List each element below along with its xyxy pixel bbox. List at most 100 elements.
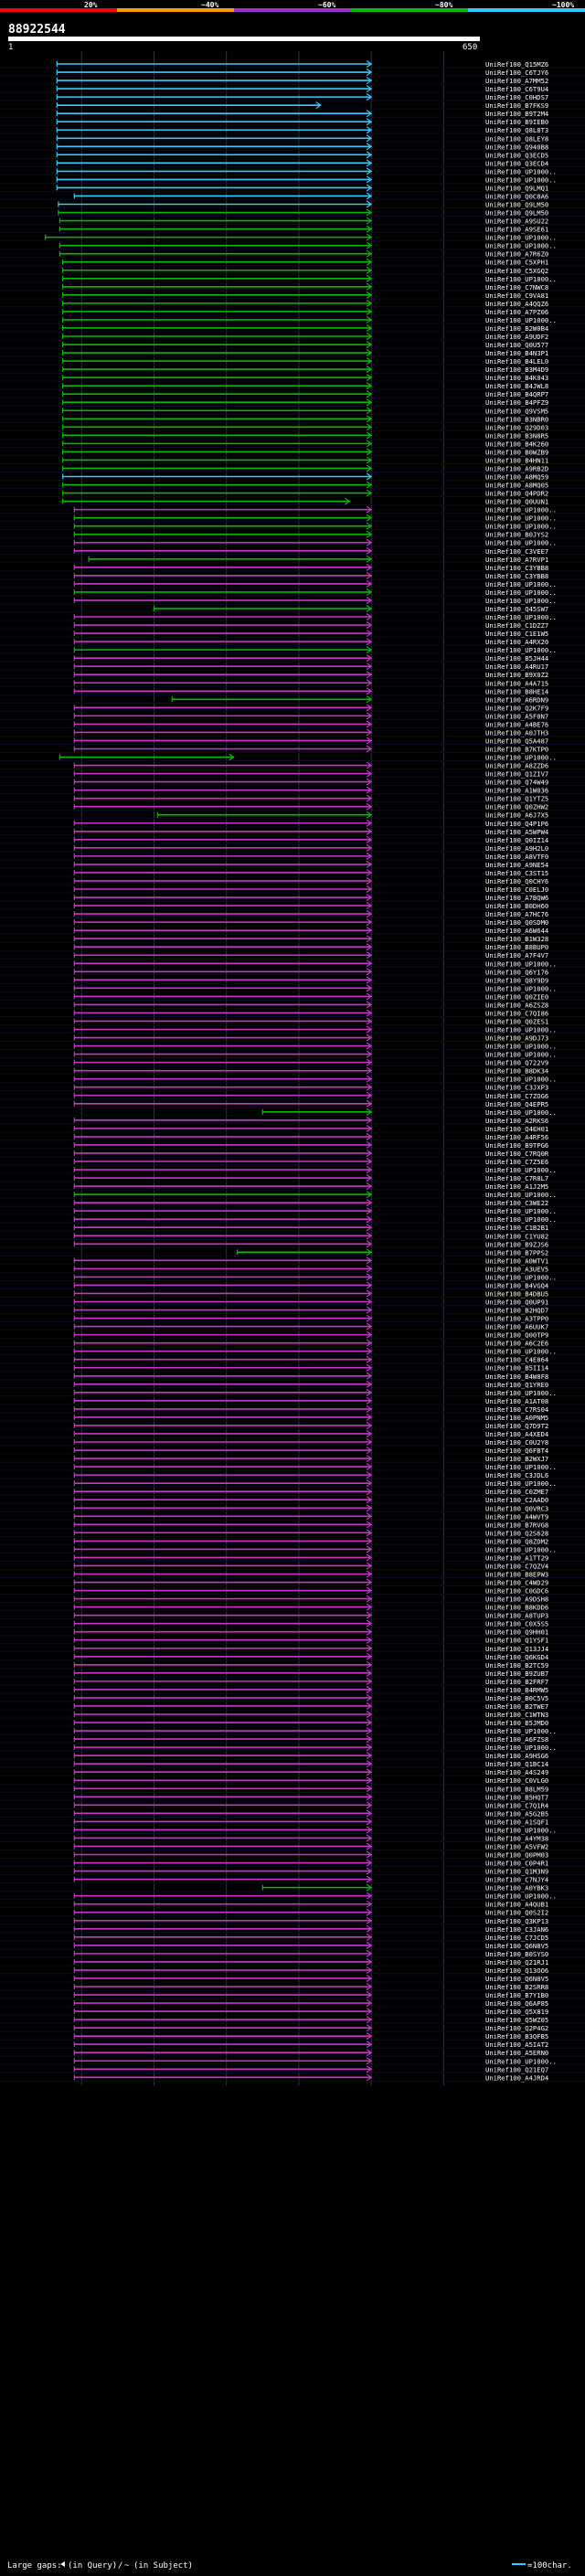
hit-label[interactable]: UniRef100_UP1000.. [485, 984, 557, 992]
hit-label[interactable]: UniRef100_A7MM52 [485, 77, 548, 85]
hit-label[interactable]: UniRef100_A4S249 [485, 1768, 548, 1776]
hit-label[interactable]: UniRef100_Q13JJ4 [485, 1645, 548, 1653]
hit-label[interactable]: UniRef100_Q21RJ1 [485, 1958, 548, 1966]
hit-label[interactable]: UniRef100_A4JRD4 [485, 2073, 548, 2082]
hit-label[interactable]: UniRef100_UP1000.. [485, 514, 557, 523]
hit-label[interactable]: UniRef100_Q1ZIV7 [485, 770, 548, 779]
hit-label[interactable]: UniRef100_C3YBB8 [485, 564, 548, 572]
hit-label[interactable]: UniRef100_A2RKS6 [485, 1117, 548, 1125]
hit-label[interactable]: UniRef100_B4N3P1 [485, 349, 548, 357]
hit-label[interactable]: UniRef100_A9HSG6 [485, 1752, 548, 1760]
hit-label[interactable]: UniRef100_B0SYS0 [485, 1950, 548, 1958]
hit-label[interactable]: UniRef100_Q0ZHW2 [485, 803, 548, 811]
hit-label[interactable]: UniRef100_A8MQ59 [485, 473, 548, 482]
hit-label[interactable]: UniRef100_C6T9U4 [485, 85, 548, 93]
hit-label[interactable]: UniRef100_UP1000.. [485, 234, 557, 242]
hit-label[interactable]: UniRef100_UP1000.. [485, 316, 557, 324]
hit-label[interactable]: UniRef100_A6FZS8 [485, 1735, 548, 1744]
hit-label[interactable]: UniRef100_UP1000.. [485, 1892, 557, 1901]
hit-label[interactable]: UniRef100_Q9LMQ1 [485, 184, 548, 192]
hit-label[interactable]: UniRef100_UP1000.. [485, 175, 557, 184]
hit-label[interactable]: UniRef100_B0C5V5 [485, 1694, 548, 1702]
hit-label[interactable]: UniRef100_A6ZSZ8 [485, 1001, 548, 1009]
hit-label[interactable]: UniRef100_B5HQT7 [485, 1793, 548, 1801]
hit-label[interactable]: UniRef100_B4RMW5 [485, 1686, 548, 1694]
hit-label[interactable]: UniRef100_C1YU82 [485, 1232, 548, 1240]
hit-label[interactable]: UniRef100_Q0UP91 [485, 1299, 548, 1307]
hit-label[interactable]: UniRef100_A4QUB1 [485, 1901, 548, 1909]
hit-label[interactable]: UniRef100_UP1000.. [485, 613, 557, 621]
hit-label[interactable]: UniRef100_C3JDL6 [485, 1471, 548, 1479]
hit-label[interactable]: UniRef100_A5F0N7 [485, 712, 548, 720]
hit-label[interactable]: UniRef100_C3ST15 [485, 869, 548, 877]
hit-label[interactable]: UniRef100_B4DBU5 [485, 1289, 548, 1298]
hit-label[interactable]: UniRef100_C7QZV4 [485, 1562, 548, 1570]
hit-label[interactable]: UniRef100_A7R6Z0 [485, 250, 548, 259]
hit-label[interactable]: UniRef100_B9X0Z2 [485, 671, 548, 679]
hit-label[interactable]: UniRef100_A9SU22 [485, 217, 548, 226]
hit-label[interactable]: UniRef100_B2HQD7 [485, 1307, 548, 1315]
hit-label[interactable]: UniRef100_A0PNM5 [485, 1414, 548, 1422]
hit-label[interactable]: UniRef100_C7NJY4 [485, 1876, 548, 1884]
hit-label[interactable]: UniRef100_Q6KGD4 [485, 1653, 548, 1661]
hit-label[interactable]: UniRef100_C7R8L7 [485, 1174, 548, 1182]
hit-label[interactable]: UniRef100_A5VFW2 [485, 1842, 548, 1850]
hit-label[interactable]: UniRef100_A9NE54 [485, 861, 548, 869]
hit-label[interactable]: UniRef100_A5ERN0 [485, 2049, 548, 2057]
hit-label[interactable]: UniRef100_UP1000.. [485, 597, 557, 605]
hit-label[interactable]: UniRef100_C3JAN6 [485, 1925, 548, 1934]
hit-label[interactable]: UniRef100_Q9LM50 [485, 209, 548, 217]
hit-label[interactable]: UniRef100_Q5A487 [485, 737, 548, 745]
hit-label[interactable]: UniRef100_C7RS04 [485, 1405, 548, 1414]
hit-label[interactable]: UniRef100_UP1000.. [485, 1166, 557, 1174]
hit-label[interactable]: UniRef100_UP1000.. [485, 1108, 557, 1117]
hit-label[interactable]: UniRef100_UP1000.. [485, 1389, 557, 1397]
hit-label[interactable]: UniRef100_Q2K7F9 [485, 704, 548, 712]
hit-label[interactable]: UniRef100_C9VA81 [485, 292, 548, 300]
hit-label[interactable]: UniRef100_B5JMD0 [485, 1719, 548, 1727]
hit-label[interactable]: UniRef100_Q1YRE0 [485, 1381, 548, 1389]
hit-label[interactable]: UniRef100_C0ZME7 [485, 1488, 548, 1496]
hit-label[interactable]: UniRef100_B9ZUB7 [485, 1670, 548, 1678]
hit-label[interactable]: UniRef100_B7RVG8 [485, 1521, 548, 1529]
hit-label[interactable]: UniRef100_Q4EPR5 [485, 1100, 548, 1108]
hit-label[interactable]: UniRef100_A1W036 [485, 787, 548, 795]
hit-label[interactable]: UniRef100_B0JYS2 [485, 531, 548, 539]
hit-label[interactable]: UniRef100_Q00TP9 [485, 1331, 548, 1340]
hit-label[interactable]: UniRef100_Q0S2I2 [485, 1909, 548, 1917]
hit-label[interactable]: UniRef100_UP1000.. [485, 1207, 557, 1215]
hit-label[interactable]: UniRef100_A4QQZ6 [485, 300, 548, 308]
hit-label[interactable]: UniRef100_A4RF56 [485, 1133, 548, 1141]
hit-label[interactable]: UniRef100_UP1000.. [485, 539, 557, 547]
hit-label[interactable]: UniRef100_A4A715 [485, 679, 548, 687]
hit-label[interactable]: UniRef100_Q6N8V5 [485, 1975, 548, 1983]
hit-label[interactable]: UniRef100_UP1000.. [485, 1215, 557, 1224]
hit-label[interactable]: UniRef100_A5IAT2 [485, 2041, 548, 2049]
hit-label[interactable]: UniRef100_B7PPS2 [485, 1248, 548, 1256]
hit-label[interactable]: UniRef100_B9T2M4 [485, 110, 548, 118]
hit-label[interactable]: UniRef100_B4HN11 [485, 456, 548, 464]
hit-label[interactable]: UniRef100_UP1000.. [485, 167, 557, 175]
hit-label[interactable]: UniRef100_A1SQF1 [485, 1818, 548, 1826]
hit-label[interactable]: UniRef100_Q6N8V5 [485, 1942, 548, 1950]
hit-label[interactable]: UniRef100_UP1000.. [485, 1744, 557, 1752]
hit-label[interactable]: UniRef100_C4E864 [485, 1356, 548, 1364]
hit-label[interactable]: UniRef100_Q2P4G2 [485, 2024, 548, 2032]
hit-label[interactable]: UniRef100_B3M4D9 [485, 366, 548, 374]
hit-label[interactable]: UniRef100_UP1000.. [485, 754, 557, 762]
hit-label[interactable]: UniRef100_A8TUP3 [485, 1612, 548, 1620]
hit-label[interactable]: UniRef100_A4WVT9 [485, 1512, 548, 1521]
hit-label[interactable]: UniRef100_C1E1W5 [485, 630, 548, 638]
hit-label[interactable]: UniRef100_C3JXP3 [485, 1084, 548, 1092]
hit-label[interactable]: UniRef100_A9SE61 [485, 226, 548, 234]
hit-label[interactable]: UniRef100_Q0IZ14 [485, 836, 548, 844]
hit-label[interactable]: UniRef100_A7BQW6 [485, 894, 548, 902]
hit-label[interactable]: UniRef100_B2TWE7 [485, 1702, 548, 1711]
hit-label[interactable]: UniRef100_Q0VRC3 [485, 1504, 548, 1512]
hit-label[interactable]: UniRef100_Q1BC14 [485, 1760, 548, 1768]
hit-label[interactable]: UniRef100_UP1000.. [485, 242, 557, 250]
hit-label[interactable]: UniRef100_B8KDD6 [485, 1604, 548, 1612]
hit-label[interactable]: UniRef100_Q1YTZ5 [485, 795, 548, 803]
hit-label[interactable]: UniRef100_C7NWC8 [485, 283, 548, 292]
hit-label[interactable]: UniRef100_Q4EH01 [485, 1125, 548, 1133]
